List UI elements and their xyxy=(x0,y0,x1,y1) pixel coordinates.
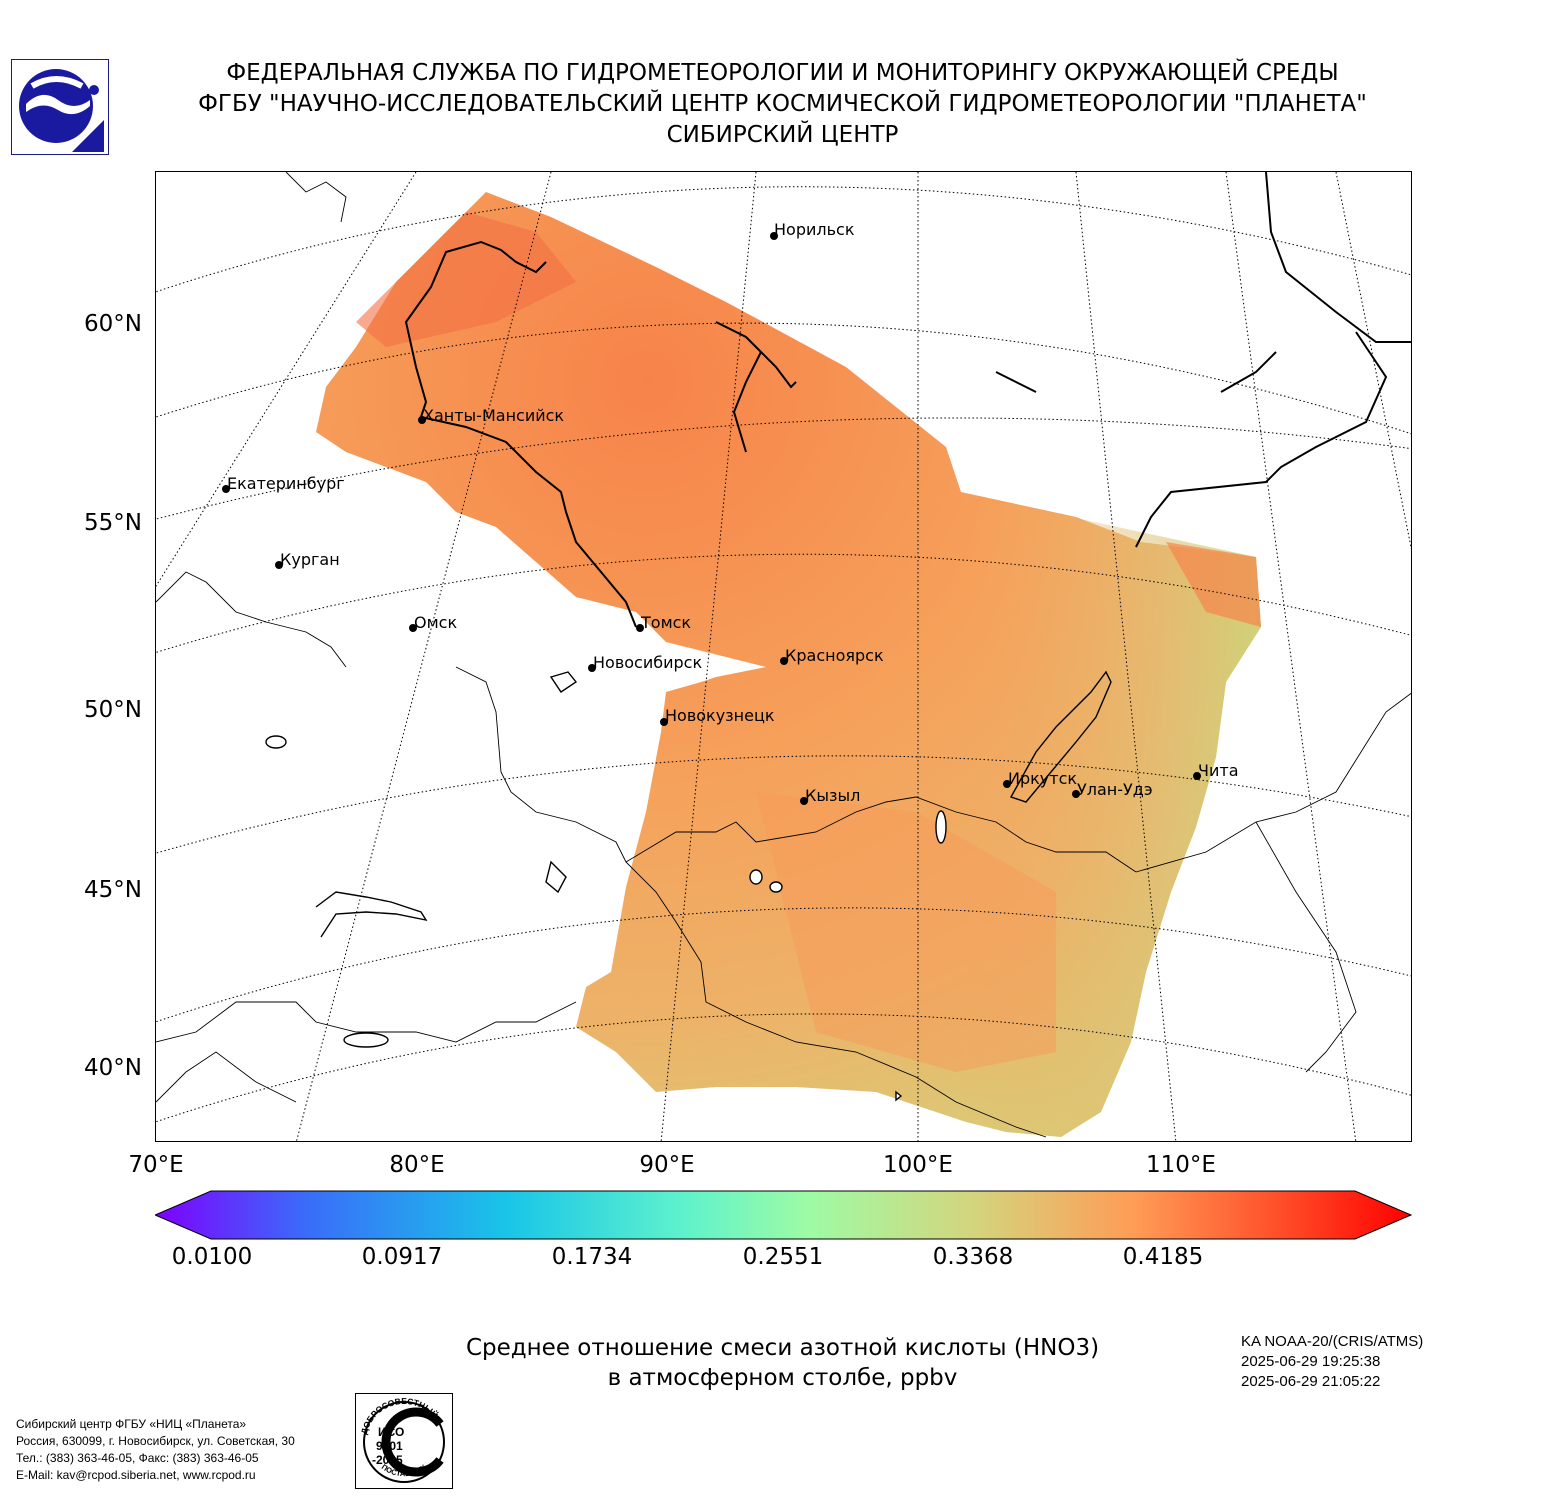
colorbar-tick-1: 0.0917 xyxy=(361,1244,443,1270)
rivers xyxy=(404,172,1411,628)
lon-label-100: 100°E xyxy=(883,1152,953,1178)
lakes xyxy=(265,670,1112,1102)
satellite-instrument: KA NOAA-20/(CRIS/ATMS) xyxy=(1241,1333,1424,1350)
satellite-info: KA NOAA-20/(CRIS/ATMS) 2025-06-29 19:25:… xyxy=(1241,1332,1423,1392)
svg-text:Новосибирск: Новосибирск xyxy=(593,653,702,672)
footer-contacts: Сибирский центр ФГБУ «НИЦ «Планета» Росс… xyxy=(16,1416,295,1484)
satellite-time-start: 2025-06-29 19:25:38 xyxy=(1241,1353,1381,1370)
city-novokuznetsk: Новокузнецк xyxy=(660,706,775,726)
caption-line-1: Среднее отношение смеси азотной кислоты … xyxy=(465,1335,1100,1361)
colorbar-tick-4: 0.3368 xyxy=(932,1244,1014,1270)
city-chita: Чита xyxy=(1193,761,1239,780)
header-line-1: ФЕДЕРАЛЬНАЯ СЛУЖБА ПО ГИДРОМЕТЕОРОЛОГИИ … xyxy=(226,60,1339,86)
footer-line-1: Сибирский центр ФГБУ «НИЦ «Планета» xyxy=(16,1417,247,1431)
svg-text:Красноярск: Красноярск xyxy=(785,646,884,665)
lat-label-60: 60°N xyxy=(84,311,142,337)
city-kyzyl: Кызыл xyxy=(800,786,860,805)
header-line-3: СИБИРСКИЙ ЦЕНТР xyxy=(666,122,899,148)
svg-text:Новокузнецк: Новокузнецк xyxy=(665,706,775,725)
svg-text:Кызыл: Кызыл xyxy=(805,786,860,805)
lon-label-80: 80°E xyxy=(389,1152,445,1178)
colorbar-tick-5: 0.4185 xyxy=(1122,1244,1204,1270)
colorbar xyxy=(153,1190,1413,1244)
lon-label-110: 110°E xyxy=(1146,1152,1216,1178)
city-novosibirsk: Новосибирск xyxy=(588,653,702,672)
footer-line-4: E-Mail: kav@rcpod.siberia.net, www.rcpod… xyxy=(16,1468,256,1482)
city-ulan-ude: Улан-Удэ xyxy=(1072,780,1153,799)
svg-text:Иркутск: Иркутск xyxy=(1008,769,1077,788)
city-khanty-mansiysk: Ханты-Мансийск xyxy=(418,406,564,425)
lat-label-55: 55°N xyxy=(84,510,142,536)
svg-text:Томск: Томск xyxy=(640,613,691,632)
svg-text:Ханты-Мансийск: Ханты-Мансийск xyxy=(423,406,564,425)
map-panel: Норильск Ханты-Мансийск Екатеринбург Кур… xyxy=(155,171,1412,1142)
map-canvas: Норильск Ханты-Мансийск Екатеринбург Кур… xyxy=(156,172,1411,1141)
svg-text:ИСО: ИСО xyxy=(378,1425,404,1439)
city-omsk: Омск xyxy=(409,613,457,632)
lat-label-40: 40°N xyxy=(84,1055,142,1081)
map-caption: Среднее отношение смеси азотной кислоты … xyxy=(380,1333,1185,1393)
svg-text:9001: 9001 xyxy=(376,1439,403,1453)
svg-text:Чита: Чита xyxy=(1198,761,1239,780)
svg-text:Екатеринбург: Екатеринбург xyxy=(227,474,345,493)
lat-label-50: 50°N xyxy=(84,697,142,723)
graticule xyxy=(156,172,1411,1141)
city-irkutsk: Иркутск xyxy=(1003,769,1077,788)
colorbar-tick-0: 0.0100 xyxy=(171,1244,253,1270)
cities: Норильск Ханты-Мансийск Екатеринбург Кур… xyxy=(222,220,1239,805)
lon-label-70: 70°E xyxy=(128,1152,184,1178)
header-line-2: ФГБУ "НАУЧНО-ИССЛЕДОВАТЕЛЬСКИЙ ЦЕНТР КОС… xyxy=(198,91,1367,117)
lat-label-45: 45°N xyxy=(84,877,142,903)
iso-badge-icon: ДОБРОСОВЕСТНЫЙ ПОСТАВЩИК ИСО 9001 -2015 xyxy=(355,1393,453,1489)
city-tomsk: Томск xyxy=(636,613,691,632)
lon-label-90: 90°E xyxy=(639,1152,695,1178)
footer-line-2: Россия, 630099, г. Новосибирск, ул. Сове… xyxy=(16,1434,295,1448)
colorbar-tick-3: 0.2551 xyxy=(742,1244,824,1270)
city-yekaterinburg: Екатеринбург xyxy=(222,474,345,493)
footer-line-3: Тел.: (383) 363-46-05, Факс: (383) 363-4… xyxy=(16,1451,259,1465)
svg-text:Улан-Удэ: Улан-Удэ xyxy=(1077,780,1153,799)
colorbar-tick-2: 0.1734 xyxy=(551,1244,633,1270)
page-header: ФЕДЕРАЛЬНАЯ СЛУЖБА ПО ГИДРОМЕТЕОРОЛОГИИ … xyxy=(150,58,1415,151)
svg-text:Омск: Омск xyxy=(414,613,457,632)
city-norilsk: Норильск xyxy=(770,220,855,240)
svg-text:-2015: -2015 xyxy=(372,1453,403,1467)
city-krasnoyarsk: Красноярск xyxy=(780,646,884,665)
city-kurgan: Курган xyxy=(275,550,340,569)
boundaries xyxy=(156,172,1411,1138)
planeta-logo-icon xyxy=(11,59,109,155)
satellite-time-end: 2025-06-29 21:05:22 xyxy=(1241,1373,1381,1390)
svg-text:Курган: Курган xyxy=(280,550,340,569)
caption-line-2: в атмосферном столбе, ppbv xyxy=(607,1365,958,1391)
svg-text:Норильск: Норильск xyxy=(774,220,855,239)
